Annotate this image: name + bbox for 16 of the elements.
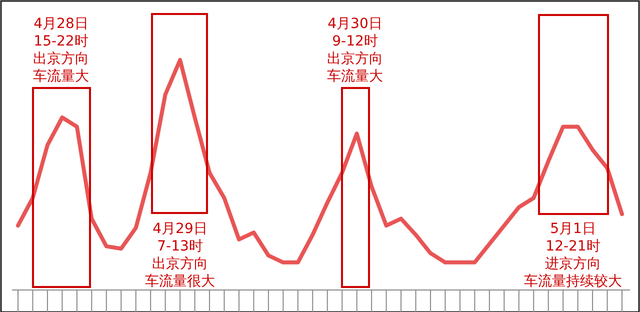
- annotation: 4月28日: [34, 16, 88, 32]
- annotation: 7-13时: [157, 238, 203, 254]
- annotation: 出京方向: [327, 51, 383, 67]
- annotation: 9-12时: [332, 34, 378, 50]
- annotation: 车流量很大: [145, 274, 215, 290]
- annotation: 车流量持续较大: [524, 274, 622, 290]
- annotation: 车流量大: [33, 68, 89, 84]
- annotation: 15-22时: [34, 34, 88, 50]
- annotation: 出京方向: [152, 256, 208, 272]
- annotation: 进京方向: [545, 256, 601, 272]
- annotation: 出京方向: [33, 51, 89, 67]
- annotation: 12-21时: [546, 238, 600, 254]
- annotation: 5月1日: [550, 221, 596, 237]
- annotation: 4月29日: [152, 221, 208, 237]
- annotation: 4月30日: [328, 16, 382, 32]
- annotation: 车流量大: [327, 68, 383, 84]
